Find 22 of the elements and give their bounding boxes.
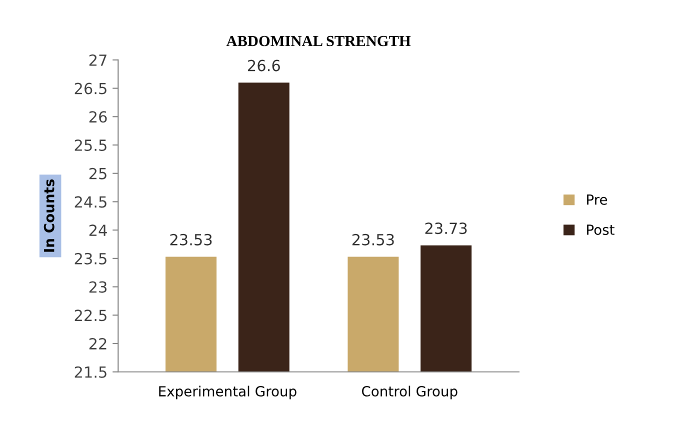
legend-label: Post	[587, 224, 614, 235]
y-tick-label: 27	[89, 54, 106, 66]
y-tick-label: 26.5	[74, 82, 106, 94]
y-axis-title: In Counts	[44, 179, 54, 252]
y-tick-label: 22.5	[74, 310, 106, 322]
data-label: 23.53	[170, 234, 212, 246]
x-tick-label: Control Group	[362, 386, 458, 400]
x-tick-label: Experimental Group	[159, 386, 296, 400]
y-tick-label: 23	[89, 281, 107, 293]
y-tick-label: 24	[89, 224, 107, 236]
y-tick-label: 23.5	[74, 252, 106, 264]
y-tick-label: 22	[89, 338, 106, 350]
y-tick-label: 25	[89, 168, 106, 180]
legend-label: Pre	[587, 194, 608, 205]
y-tick-label: 25.5	[74, 139, 106, 152]
y-tick-label: 24.5	[74, 196, 106, 208]
y-tick-label: 26	[89, 111, 107, 123]
data-label: 23.53	[352, 234, 394, 246]
chart-title: ABDOMINAL STRENGTH	[226, 36, 411, 46]
y-tick-label: 21.5	[74, 366, 106, 378]
data-label: 23.73	[425, 222, 467, 234]
data-label: 26.6	[248, 60, 280, 72]
